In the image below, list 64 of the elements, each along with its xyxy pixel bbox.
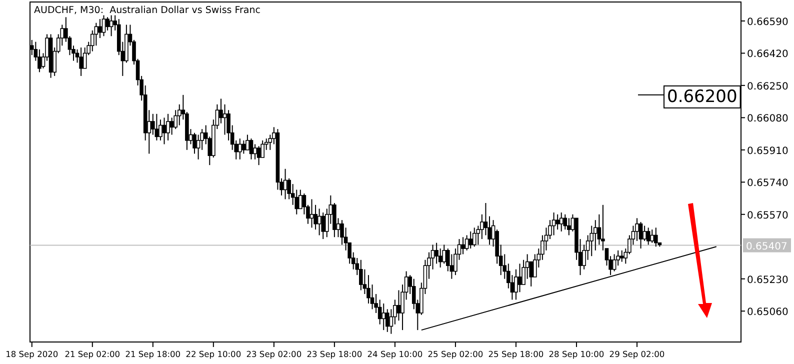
candlestick (642, 225, 646, 242)
candlestick (310, 198, 314, 228)
candlestick (79, 47, 83, 76)
chart-title: AUDCHF, M30: Australian Dollar vs Swiss Franc (34, 5, 260, 16)
candlestick (382, 303, 386, 331)
candlestick (98, 18, 102, 39)
candlestick (283, 168, 288, 200)
candlestick (612, 254, 616, 272)
y-tick-label: 0.66420 (747, 49, 788, 60)
candlestick (556, 214, 560, 230)
y-tick-label: 0.65910 (747, 146, 788, 157)
candlestick (102, 14, 106, 37)
y-tick-label: 0.66080 (747, 114, 788, 125)
x-tick-label: 23 Sep 18:00 (306, 349, 362, 359)
candlestick (162, 117, 166, 145)
x-tick-label: 23 Sep 02:00 (246, 349, 302, 359)
candlestick (166, 113, 170, 141)
candlestick (317, 208, 322, 236)
candlestick (434, 242, 438, 264)
candlestick (359, 259, 363, 291)
candlestick (222, 104, 227, 136)
x-tick-label: 21 Sep 18:00 (125, 349, 181, 359)
candlestick (246, 134, 250, 150)
candlestick (620, 250, 624, 262)
y-tick-label: 0.66250 (747, 81, 788, 92)
candlestick (650, 229, 654, 244)
y-tick-label: 0.66590 (747, 16, 788, 28)
candlestick (559, 212, 564, 232)
candlestick (253, 144, 257, 160)
x-tick-label: 25 Sep 02:00 (428, 349, 484, 359)
candlestick (170, 117, 174, 136)
candlestick (464, 234, 469, 251)
candlestick (442, 244, 446, 264)
candlestick (518, 263, 522, 293)
x-tick-label: 28 Sep 10:00 (548, 349, 604, 359)
candlestick (242, 140, 246, 154)
candlestick (238, 138, 242, 160)
candlestick (468, 230, 472, 250)
candlestick (321, 212, 325, 240)
y-tick-label: 0.65570 (747, 210, 788, 222)
y-tick-label: 0.65060 (747, 307, 788, 318)
ref-line-label: 0.66200 (667, 86, 738, 107)
y-tick-label: 0.65230 (747, 274, 788, 286)
candlestick (109, 14, 114, 37)
candlestick (552, 212, 556, 236)
x-tick-label: 25 Sep 18:00 (488, 349, 544, 359)
x-tick-label: 24 Sep 10:00 (367, 349, 423, 359)
candlestick (154, 113, 159, 141)
ref-line-label: 0.65407 (746, 241, 788, 252)
candlestick (472, 227, 476, 248)
x-tick-label: 22 Sep 10:00 (186, 349, 242, 359)
x-tick-label: 21 Sep 02:00 (64, 349, 120, 359)
candlestick (256, 146, 261, 166)
candlestick (638, 221, 643, 250)
y-tick-label: 0.65740 (747, 178, 788, 190)
candlestick (567, 218, 571, 236)
candlestick (635, 218, 639, 242)
x-tick-label: 18 Sep 2020 (6, 349, 58, 359)
candlestick (654, 227, 658, 248)
candlestick (396, 290, 401, 322)
candlestick (461, 236, 465, 255)
candlestick (646, 227, 650, 246)
x-tick-label: 29 Sep 02:00 (609, 349, 665, 359)
candlestick (249, 138, 254, 160)
